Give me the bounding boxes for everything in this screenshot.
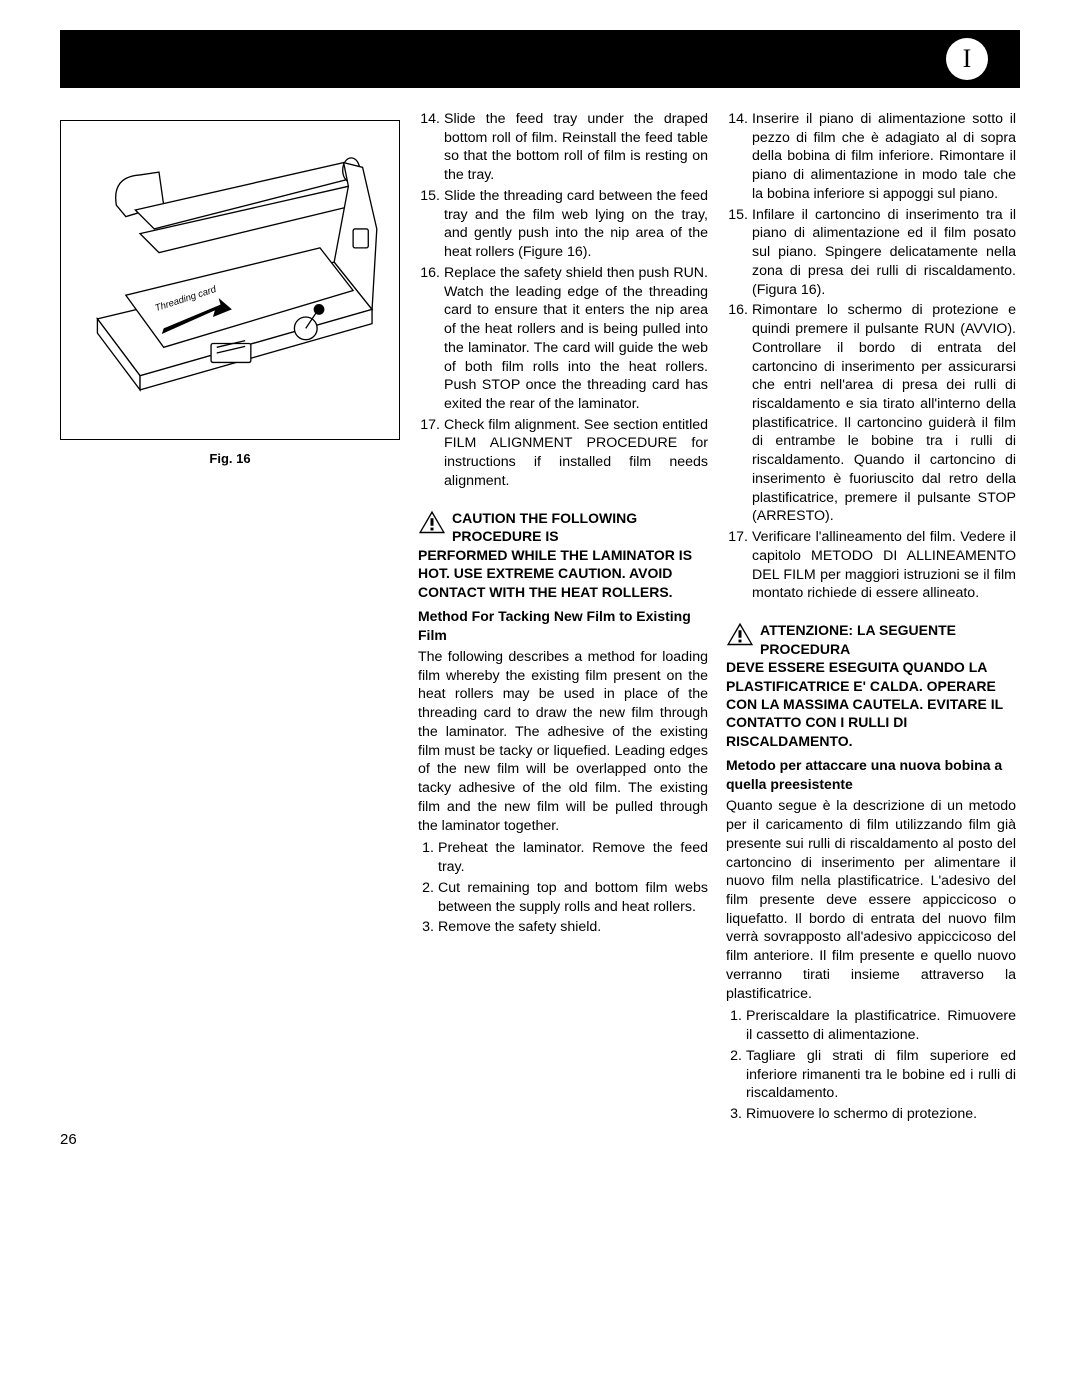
step-number: 3. <box>418 918 438 937</box>
step-number: 14. <box>726 110 752 204</box>
step-text: Slide the threading card between the fee… <box>444 187 708 262</box>
figure-caption: Fig. 16 <box>60 450 400 467</box>
step-text: Verificare l'allineamento del film. Vede… <box>752 528 1016 603</box>
column-italian: 14.Inserire il piano di alimentazione so… <box>726 110 1016 1126</box>
caution-rest-text: DEVE ESSERE ESEGUITA QUANDO LA PLASTIFIC… <box>726 658 1016 750</box>
italian-caution: ATTENZIONE: LA SEGUENTE PROCEDURA DEVE E… <box>726 621 1016 750</box>
step-number: 15. <box>726 206 752 300</box>
laminator-diagram-icon: Threading card <box>69 131 391 431</box>
caution-rest-text: PERFORMED WHILE THE LAMINATOR IS HOT. US… <box>418 546 708 601</box>
english-method-paragraph: The following describes a method for loa… <box>418 648 708 835</box>
step-text: Cut remaining top and bottom film webs b… <box>438 879 708 916</box>
italian-steps-primary: 14.Inserire il piano di alimentazione so… <box>726 110 1016 603</box>
step-text: Preheat the laminator. Remove the feed t… <box>438 839 708 876</box>
caution-lead-text: CAUTION THE FOLLOWING PROCEDURE IS <box>452 509 708 546</box>
english-steps-secondary: 1.Preheat the laminator. Remove the feed… <box>418 839 708 937</box>
step-number: 16. <box>418 264 444 414</box>
column-figure: Threading card Fig. 16 <box>60 110 400 467</box>
warning-icon <box>418 509 446 535</box>
step-number: 16. <box>726 301 752 526</box>
step-text: Rimontare lo schermo di protezione e qui… <box>752 301 1016 526</box>
step-text: Check film alignment. See section entitl… <box>444 416 708 491</box>
caution-lead-text: ATTENZIONE: LA SEGUENTE PROCEDURA <box>760 621 1016 658</box>
step-number: 2. <box>726 1047 746 1103</box>
italian-steps-secondary: 1.Preriscaldare la plastificatrice. Rimu… <box>726 1007 1016 1123</box>
english-method-title: Method For Tacking New Film to Existing … <box>418 607 708 644</box>
header-bar: I <box>60 30 1020 88</box>
italian-method-paragraph: Quanto segue è la descrizione di un meto… <box>726 797 1016 1003</box>
step-number: 3. <box>726 1105 746 1124</box>
step-number: 1. <box>418 839 438 876</box>
step-number: 17. <box>418 416 444 491</box>
step-text: Slide the feed tray under the draped bot… <box>444 110 708 185</box>
figure-16-illustration: Threading card <box>60 120 400 440</box>
english-steps-primary: 14.Slide the feed tray under the draped … <box>418 110 708 491</box>
step-number: 17. <box>726 528 752 603</box>
warning-icon <box>726 621 754 647</box>
page: I <box>0 0 1080 1166</box>
english-caution: CAUTION THE FOLLOWING PROCEDURE IS PERFO… <box>418 509 708 601</box>
step-text: Inserire il piano di alimentazione sotto… <box>752 110 1016 204</box>
column-english: 14.Slide the feed tray under the draped … <box>418 110 708 939</box>
step-number: 2. <box>418 879 438 916</box>
step-number: 14. <box>418 110 444 185</box>
step-text: Remove the safety shield. <box>438 918 708 937</box>
page-number: 26 <box>60 1131 77 1148</box>
step-number: 15. <box>418 187 444 262</box>
language-badge: I <box>946 38 988 80</box>
step-number: 1. <box>726 1007 746 1044</box>
italian-method-title: Metodo per attaccare una nuova bobina a … <box>726 756 1016 793</box>
step-text: Preriscaldare la plastificatrice. Rimuov… <box>746 1007 1016 1044</box>
step-text: Infilare il cartoncino di inserimento tr… <box>752 206 1016 300</box>
content-columns: Threading card Fig. 16 14.Slide the feed… <box>60 110 1020 1126</box>
step-text: Replace the safety shield then push RUN.… <box>444 264 708 414</box>
step-text: Rimuovere lo schermo di protezione. <box>746 1105 1016 1124</box>
step-text: Tagliare gli strati di film superiore ed… <box>746 1047 1016 1103</box>
